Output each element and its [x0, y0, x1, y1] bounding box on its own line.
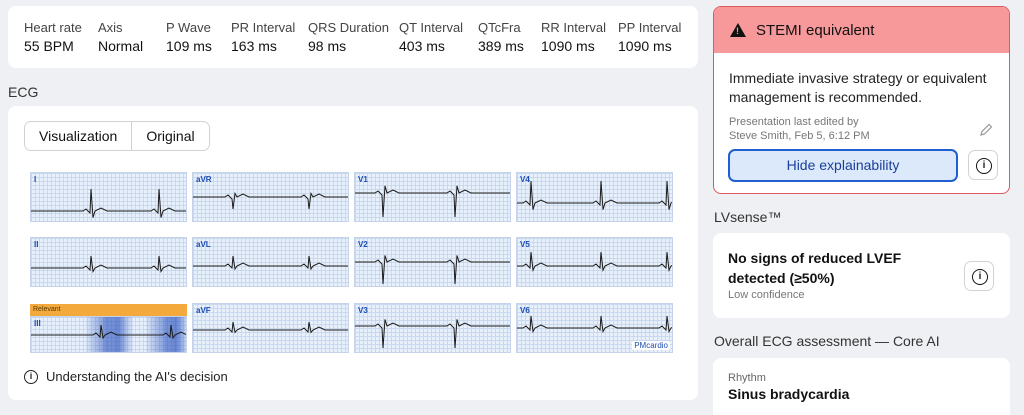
rhythm-card: Rhythm Sinus bradycardia [713, 358, 1010, 415]
lead-label: V4 [520, 175, 530, 184]
metric-value: 163 ms [231, 38, 277, 54]
lead-label: V6 [520, 306, 530, 315]
ai-decision-label: Understanding the AI's decision [46, 369, 228, 384]
info-icon: i [972, 269, 988, 285]
rhythm-label: Rhythm [728, 372, 766, 384]
metric-value: 98 ms [308, 38, 347, 54]
lead-tile-v5: V5 [516, 237, 673, 287]
ecg-trace [517, 251, 672, 273]
lead-tile-iii: III [30, 316, 187, 353]
lead-tile-avl: aVL [192, 237, 349, 287]
ecg-trace [355, 255, 510, 285]
metric-qtcfra: QTcFra 389 ms [478, 20, 541, 68]
metric-p-wave: P Wave 109 ms [166, 20, 231, 68]
ecg-trace [193, 321, 348, 334]
lead-label: III [34, 319, 41, 328]
view-toggle: Visualization Original [24, 121, 210, 151]
lead-label: V5 [520, 240, 530, 249]
last-edited-by: Steve Smith, Feb 5, 6:12 PM [729, 130, 870, 142]
ecg-trace [355, 319, 510, 349]
lead-tile-v1: V1 [354, 172, 511, 222]
lead-label: aVL [196, 240, 211, 249]
ecg-section-title: ECG [8, 84, 39, 100]
overall-assessment-title: Overall ECG assessment — Core AI [714, 333, 940, 349]
metric-qrs-duration: QRS Duration 98 ms [308, 20, 399, 68]
lead-tile-v6: V6 PMcardio [516, 303, 673, 353]
lead-label: V2 [358, 240, 368, 249]
lead-tile-avf: aVF [192, 303, 349, 353]
metric-pr-interval: PR Interval 163 ms [231, 20, 308, 68]
last-edited-info: Presentation last edited by Steve Smith,… [729, 115, 870, 143]
metric-label: Axis [98, 20, 123, 35]
lead-label: II [34, 240, 39, 249]
lvsense-card: No signs of reduced LVEF detected (≥50%)… [713, 233, 1010, 318]
ecg-trace [355, 185, 510, 218]
metric-value: 389 ms [478, 38, 524, 54]
ecg-trace [31, 324, 186, 340]
metric-value: Normal [98, 38, 144, 54]
tab-visualization[interactable]: Visualization [39, 128, 118, 144]
ecg-trace [31, 255, 186, 274]
stemi-title: STEMI equivalent [756, 21, 875, 39]
metric-value: 403 ms [399, 38, 445, 54]
metric-label: QRS Duration [308, 20, 389, 35]
ecg-trace [31, 188, 186, 218]
lead-tile-i: I [30, 172, 187, 222]
lead-label: V1 [358, 175, 368, 184]
ai-decision-link[interactable]: i Understanding the AI's decision [24, 369, 228, 384]
metric-axis: Axis Normal [98, 20, 166, 68]
warning-icon: ! [730, 23, 746, 37]
metric-value: 109 ms [166, 38, 212, 54]
metric-pp-interval: PP Interval 1090 ms [618, 20, 698, 68]
hide-explainability-button[interactable]: Hide explainability [728, 149, 958, 182]
ecg-trace [517, 315, 672, 334]
metric-rr-interval: RR Interval 1090 ms [541, 20, 618, 68]
lead-tile-avr: aVR [192, 172, 349, 222]
metric-label: PP Interval [618, 20, 682, 35]
metrics-card: Heart rate 55 BPM Axis Normal P Wave 109… [8, 6, 698, 68]
metric-label: Heart rate [24, 20, 82, 35]
lead-label: I [34, 175, 37, 184]
ecg-card: Visualization Original Relevant i Unders… [8, 106, 698, 400]
stemi-alert-header: ! STEMI equivalent [714, 7, 1009, 53]
lead-tile-v2: V2 [354, 237, 511, 287]
pencil-icon[interactable] [979, 123, 993, 140]
lvsense-result: No signs of reduced LVEF detected (≥50%) [728, 250, 902, 286]
pmcardio-logo: PMcardio [632, 341, 670, 350]
metric-label: RR Interval [541, 20, 607, 35]
lead-tile-ii: II [30, 237, 187, 287]
ecg-trace [517, 180, 672, 210]
metric-value: 55 BPM [24, 38, 74, 54]
tab-original[interactable]: Original [131, 122, 208, 150]
lead-label: V3 [358, 306, 368, 315]
lead-label: aVR [196, 175, 212, 184]
lead-tile-v4: V4 [516, 172, 673, 222]
last-edited-line: Presentation last edited by [729, 116, 859, 128]
lvsense-confidence: Low confidence [728, 289, 805, 301]
metric-value: 1090 ms [541, 38, 595, 54]
stemi-alert-card: ! STEMI equivalent Immediate invasive st… [713, 6, 1010, 194]
metric-heart-rate: Heart rate 55 BPM [24, 20, 98, 68]
lead-tile-v3: V3 [354, 303, 511, 353]
metric-label: QTcFra [478, 20, 521, 35]
metric-label: PR Interval [231, 20, 296, 35]
lvsense-section-title: LVsense™ [714, 209, 782, 225]
metric-qt-interval: QT Interval 403 ms [399, 20, 478, 68]
metric-value: 1090 ms [618, 38, 672, 54]
lead-label: aVF [196, 306, 211, 315]
stemi-info-button[interactable]: i [968, 150, 998, 180]
metric-label: P Wave [166, 20, 211, 35]
metric-label: QT Interval [399, 20, 464, 35]
relevant-marker: Relevant [30, 304, 187, 317]
lvsense-info-button[interactable]: i [964, 261, 994, 291]
info-icon: i [976, 158, 992, 174]
ecg-trace [193, 255, 348, 271]
ecg-trace [193, 191, 348, 210]
rhythm-value: Sinus bradycardia [728, 386, 850, 402]
stemi-recommendation: Immediate invasive strategy or equivalen… [729, 70, 987, 105]
info-icon: i [24, 369, 38, 384]
